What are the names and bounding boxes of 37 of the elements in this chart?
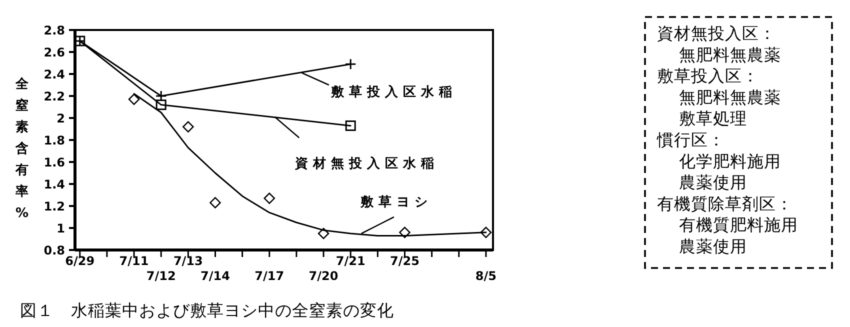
text: 敷草ヨシ	[360, 195, 433, 210]
x-tick-label: 8/5	[475, 269, 497, 283]
text: 無肥料無農薬	[679, 45, 781, 64]
y-tick-label: 1.4	[44, 178, 65, 192]
text: 敷草投入区：	[657, 66, 759, 86]
text: 敷草処理	[679, 109, 747, 128]
x-tick-label: 7/17	[254, 269, 284, 283]
text: 図１ 水稲葉中および敷草ヨシ中の全窒素の変化	[20, 301, 394, 320]
x-tick-label: 7/11	[119, 254, 149, 268]
text: 化学肥料施用	[679, 152, 781, 171]
y-tick-label: 2.6	[44, 46, 65, 60]
series-label: 敷草投入区水稲	[330, 84, 457, 100]
y-tick-label: 2.4	[44, 68, 65, 82]
y-tick-label: 1.2	[44, 200, 65, 214]
text: 有機質除草剤区：	[657, 194, 793, 214]
text: 無肥料無農薬	[679, 88, 781, 107]
x-tick-label: 7/13	[173, 254, 203, 268]
x-tick-label: 7/21	[336, 254, 366, 268]
text: 慣行区：	[656, 130, 725, 150]
x-tick-label: 7/12	[146, 269, 176, 283]
y-tick-label: 2	[56, 112, 65, 126]
y-tick-label: 1.6	[44, 156, 65, 170]
text: 有機質肥料施用	[679, 216, 798, 235]
y-tick-label: 1.8	[44, 134, 65, 148]
y-tick-label: 0.8	[44, 244, 65, 258]
y-tick-label: 2.8	[44, 24, 65, 38]
text: 農薬使用	[679, 173, 747, 192]
y-tick-label: 2.2	[44, 90, 65, 104]
y-axis-title: 全窒素含有率%	[14, 77, 30, 221]
text: 資材無投入区：	[657, 24, 776, 43]
x-tick-label: 7/20	[308, 269, 338, 283]
x-tick-label: 7/25	[390, 254, 420, 268]
x-tick-label: 6/29	[65, 254, 95, 268]
x-tick-label: 7/14	[200, 269, 230, 283]
y-tick-label: 1	[56, 222, 65, 236]
text: 農薬使用	[679, 237, 747, 256]
text: 資材無投入区水稲	[294, 156, 439, 172]
